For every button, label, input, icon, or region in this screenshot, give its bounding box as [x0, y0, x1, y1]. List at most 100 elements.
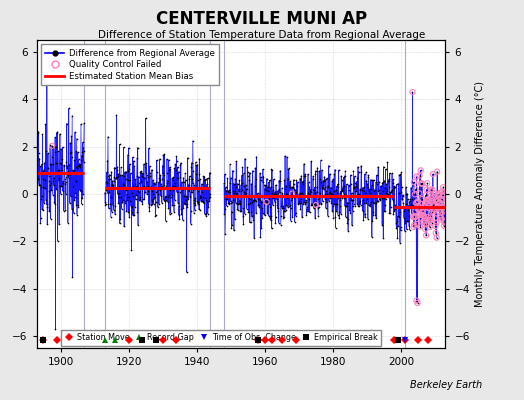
Point — [205, 169, 214, 176]
Point — [118, 181, 127, 187]
Point — [159, 170, 167, 176]
Point — [120, 223, 128, 230]
Point — [428, 208, 436, 215]
Point — [436, 206, 444, 213]
Point — [417, 167, 425, 174]
Point — [152, 157, 161, 163]
Point — [417, 180, 425, 187]
Point — [125, 214, 134, 220]
Point — [130, 212, 138, 218]
Point — [204, 186, 212, 192]
Point — [54, 167, 62, 174]
Point — [402, 226, 411, 232]
Point — [438, 188, 446, 195]
Point — [52, 160, 61, 166]
Point — [409, 224, 418, 230]
Point — [282, 202, 291, 208]
Point — [245, 195, 253, 202]
Point — [392, 216, 401, 222]
Point — [386, 210, 394, 216]
Point — [38, 206, 46, 213]
Point — [46, 182, 54, 188]
Point — [78, 152, 86, 159]
Point — [373, 172, 381, 178]
Point — [297, 172, 305, 179]
Point — [246, 170, 254, 176]
Point — [106, 214, 115, 220]
Point — [367, 186, 375, 192]
Point — [252, 154, 260, 160]
Point — [33, 152, 41, 159]
Point — [394, 180, 402, 187]
Point — [40, 200, 48, 206]
Point — [108, 178, 117, 184]
Point — [283, 204, 292, 210]
Point — [236, 200, 245, 206]
Point — [390, 184, 399, 191]
Point — [292, 177, 301, 183]
Point — [340, 190, 348, 197]
Point — [294, 201, 302, 208]
Point — [412, 214, 420, 220]
Point — [328, 190, 336, 197]
Point — [409, 213, 418, 220]
Point — [433, 198, 441, 205]
Point — [418, 196, 427, 202]
Point — [436, 196, 445, 203]
Point — [174, 212, 183, 218]
Point — [237, 180, 246, 186]
Point — [412, 173, 421, 180]
Point — [38, 175, 47, 182]
Point — [232, 184, 240, 190]
Point — [116, 194, 125, 200]
Point — [134, 144, 142, 151]
Point — [257, 198, 266, 205]
Point — [422, 186, 431, 193]
Point — [413, 221, 421, 227]
Point — [437, 204, 445, 210]
Point — [184, 196, 192, 202]
Point — [399, 200, 407, 206]
Point — [308, 202, 316, 208]
Point — [137, 168, 145, 174]
Point — [62, 190, 70, 197]
Point — [323, 193, 331, 199]
Point — [196, 195, 204, 201]
Point — [276, 189, 284, 196]
Point — [64, 105, 73, 112]
Point — [146, 173, 155, 179]
Point — [380, 208, 389, 214]
Point — [204, 195, 213, 201]
Point — [438, 197, 446, 204]
Point — [192, 185, 200, 191]
Point — [171, 167, 180, 173]
Point — [310, 201, 319, 208]
Point — [258, 215, 266, 221]
Point — [309, 201, 318, 208]
Point — [293, 193, 301, 199]
Point — [266, 217, 275, 224]
Point — [110, 178, 118, 184]
Point — [178, 179, 186, 185]
Point — [77, 157, 85, 164]
Point — [129, 212, 137, 218]
Y-axis label: Monthly Temperature Anomaly Difference (°C): Monthly Temperature Anomaly Difference (… — [475, 81, 485, 307]
Point — [188, 160, 196, 166]
Point — [335, 215, 343, 221]
Point — [152, 189, 160, 195]
Point — [280, 208, 289, 214]
Point — [246, 196, 254, 202]
Point — [40, 166, 48, 173]
Point — [441, 212, 449, 219]
Point — [56, 131, 64, 137]
Point — [193, 176, 202, 183]
Point — [303, 194, 312, 200]
Point — [122, 208, 130, 214]
Point — [142, 170, 150, 176]
Point — [323, 175, 331, 181]
Point — [102, 178, 111, 185]
Point — [341, 173, 349, 179]
Point — [227, 209, 236, 215]
Point — [389, 180, 397, 186]
Point — [292, 210, 300, 216]
